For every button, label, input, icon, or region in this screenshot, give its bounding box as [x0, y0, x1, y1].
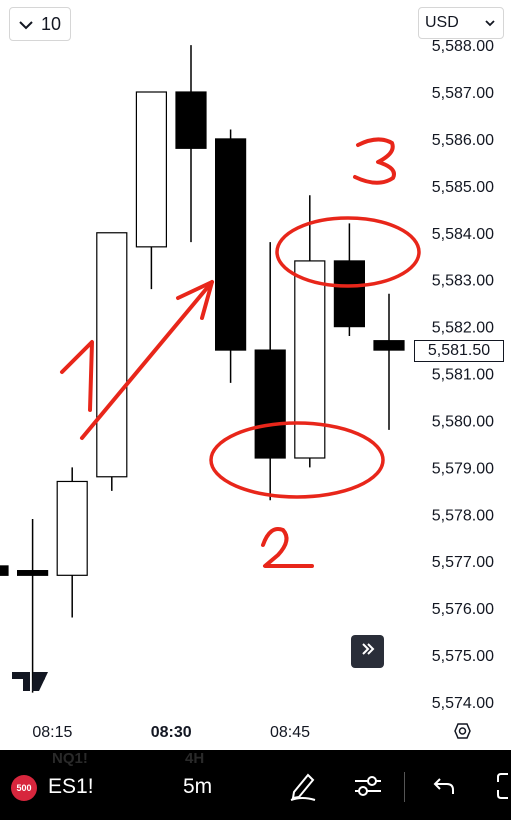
currency-label: USD [425, 14, 459, 31]
price-chart[interactable]: 5,574.00 5,575.00 5,576.00 5,577.00 5,578.00… [0, 0, 511, 750]
settings-icon[interactable] [454, 723, 471, 739]
y-tick-label: 5,582.00 [432, 320, 494, 337]
ghost-symbol: NQ1! [52, 750, 88, 767]
annotation-arrowhead [176, 280, 214, 320]
indicators-icon[interactable] [353, 770, 383, 807]
ghost-timeframe: 4H [185, 750, 205, 767]
y-tick-label: 5,587.00 [432, 85, 494, 102]
y-tick-label: 5,583.00 [432, 273, 494, 290]
candle-body [17, 570, 49, 576]
tradingview-logo [12, 672, 48, 691]
fullscreen-icon[interactable] [494, 770, 511, 807]
annotation-3 [353, 137, 396, 185]
bottom-toolbar: NQ1! 4H 500 ES1! 5m [0, 750, 511, 820]
annotation-1 [60, 340, 94, 412]
double-chevron-right-icon [360, 642, 376, 661]
y-tick-label: 5,588.00 [432, 38, 494, 55]
y-tick-label: 5,585.00 [432, 179, 494, 196]
y-tick-label: 5,586.00 [432, 132, 494, 149]
candle-body [56, 480, 88, 576]
chevron-down-icon [485, 14, 495, 32]
last-price-tag: 5,581.50 [414, 340, 504, 362]
candle-body [294, 260, 326, 459]
y-tick-label: 5,576.00 [432, 601, 494, 618]
interval-selector[interactable]: 10 [9, 7, 71, 41]
candle-body [254, 349, 286, 459]
y-tick-label: 5,580.00 [432, 413, 494, 430]
y-tick-label: 5,581.00 [432, 367, 494, 384]
x-tick-label: 08:45 [270, 724, 310, 741]
symbol-badge: 500 [11, 775, 37, 801]
candle-body [373, 340, 405, 351]
y-tick-label: 5,575.00 [432, 648, 494, 665]
y-tick-label: 5,579.00 [432, 460, 494, 477]
candle-body [0, 565, 9, 576]
x-tick-label: 08:30 [151, 724, 192, 741]
candle-body [215, 138, 247, 351]
candle-body [135, 91, 167, 248]
scroll-to-realtime-button[interactable] [351, 635, 384, 668]
timeframe-button[interactable]: 5m [183, 775, 213, 798]
annotation-circle-low [209, 421, 385, 499]
symbol-button[interactable]: ES1! [48, 775, 94, 798]
y-tick-label: 5,574.00 [432, 695, 494, 712]
y-tick-label: 5,584.00 [432, 226, 494, 243]
toolbar-divider [404, 772, 405, 802]
x-tick-label: 08:15 [32, 724, 72, 741]
y-tick-label: 5,578.00 [432, 507, 494, 524]
interval-value: 10 [40, 13, 62, 34]
candle-body [175, 91, 207, 149]
candle-body [96, 232, 128, 478]
pen-icon[interactable] [288, 770, 318, 807]
annotation-2 [261, 527, 314, 568]
candle-body [333, 260, 365, 328]
annotation-circle-high [275, 216, 421, 288]
undo-icon[interactable] [432, 770, 458, 807]
chevron-down-icon [19, 14, 33, 35]
currency-selector[interactable]: USD [418, 7, 504, 39]
y-tick-label: 5,577.00 [432, 554, 494, 571]
annotation-arrow [80, 280, 214, 440]
